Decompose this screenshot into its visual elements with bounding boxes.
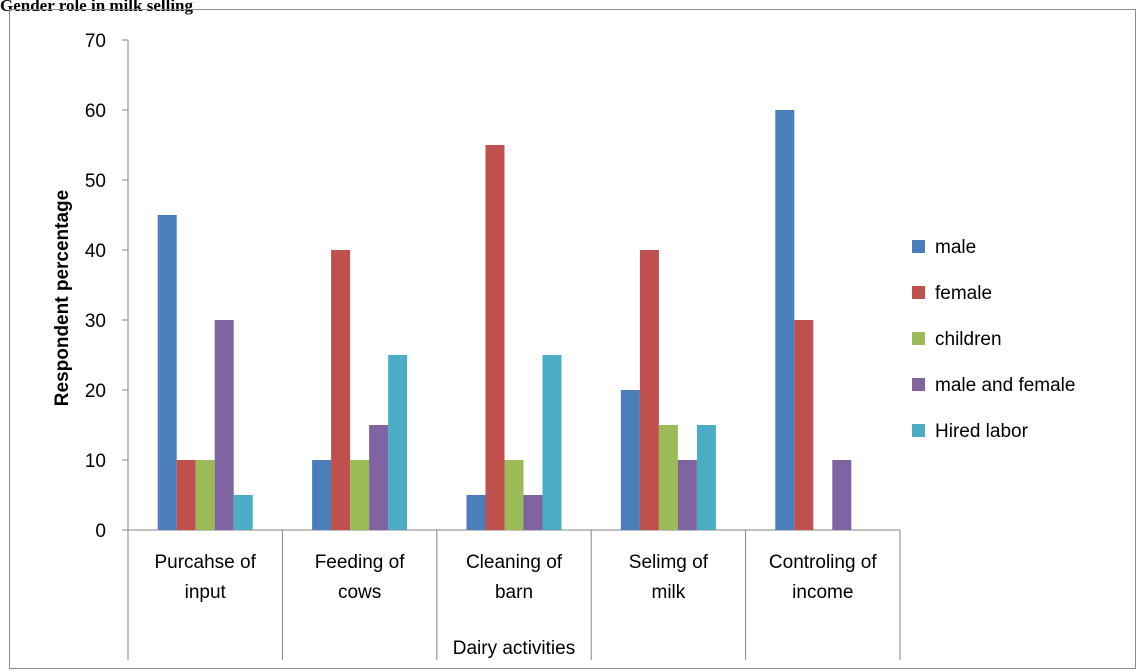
bar-children [504, 460, 524, 530]
x-tick-label: Feeding of cows [315, 552, 406, 603]
bar-male [620, 390, 640, 530]
bar-female [639, 250, 659, 530]
bar-children [350, 460, 370, 530]
legend-label: Hired labor [935, 421, 1029, 442]
legend-swatch [912, 240, 925, 253]
bar-female [794, 320, 814, 530]
x-tick-label: Purcahse of input [154, 552, 256, 603]
bar-male-and-female [214, 320, 234, 530]
legend-label: female [935, 283, 992, 304]
y-tick-label: 30 [85, 311, 106, 332]
y-tick-label: 70 [85, 31, 106, 52]
legend-label: male [935, 237, 976, 258]
bar-male-and-female [523, 495, 543, 530]
bar-male [312, 460, 332, 530]
page-title: Gender role in milk selling [0, 0, 193, 15]
x-tick-label: Selimg of milk [629, 552, 709, 603]
bar-male-and-female [369, 425, 389, 530]
y-tick-label: 50 [85, 171, 106, 192]
y-tick-label: 20 [85, 381, 106, 402]
y-axis-title: Respondent percentage [52, 190, 73, 406]
chart-frame [9, 9, 1136, 669]
bar-male-and-female [677, 460, 697, 530]
chart-bars [157, 110, 852, 530]
bar-hired-labor [388, 355, 408, 530]
bar-male [466, 495, 486, 530]
y-tick-label: 40 [85, 241, 106, 262]
bar-hired-labor [696, 425, 716, 530]
legend-swatch [912, 332, 925, 345]
legend-label: children [935, 329, 1002, 350]
bar-hired-labor [542, 355, 562, 530]
bar-male-and-female [832, 460, 852, 530]
y-tick-label: 10 [85, 451, 106, 472]
legend-swatch [912, 378, 925, 391]
bar-children [658, 425, 678, 530]
x-tick-label: Cleaning of barn [466, 552, 563, 603]
legend-swatch [912, 424, 925, 437]
x-tick-label: Controling of income [769, 552, 877, 603]
legend-swatch [912, 286, 925, 299]
legend-label: male and female [935, 375, 1075, 396]
bar-children [195, 460, 215, 530]
bar-hired-labor [233, 495, 253, 530]
chart-labels: 0 10 20 30 40 50 60 70 Purcahse of input Feeding o… [52, 31, 877, 659]
y-tick-label: 60 [85, 101, 106, 122]
bar-male [157, 215, 177, 530]
y-tick-label: 0 [95, 521, 106, 542]
chart-legend: male female children male and female Hired l… [912, 237, 1075, 442]
bar-female [331, 250, 351, 530]
bar-female [485, 145, 505, 530]
x-axis-title: Dairy activities [453, 638, 575, 659]
bar-female [176, 460, 196, 530]
bar-male [775, 110, 795, 530]
